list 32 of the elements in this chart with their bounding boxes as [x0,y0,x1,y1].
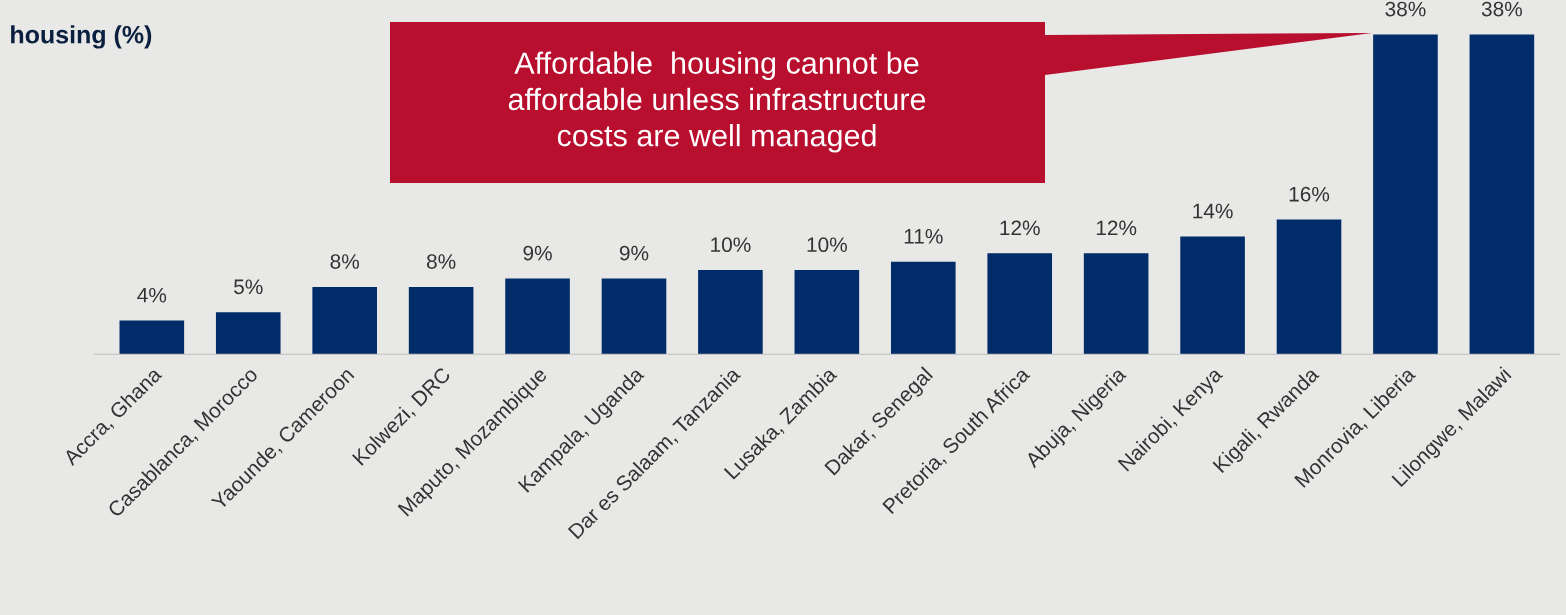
data-label: 14% [1193,203,1233,219]
bar [408,286,474,355]
data-label: 12% [1096,220,1137,236]
bar [215,312,281,355]
bar [505,278,570,355]
data-label: 9% [523,245,552,261]
data-label: 12% [1000,220,1040,236]
bar [1276,219,1342,355]
data-label: 10% [807,237,847,253]
bar [1083,253,1149,355]
annotation: Affordable housing cannot be affordable unless infrastructure costs are well managed [508,51,926,153]
data-label: 38% [1385,1,1426,17]
bar [890,261,956,355]
data-label: 16% [1289,186,1330,202]
data-label: 8% [330,254,359,269]
bar [987,253,1053,355]
bar [1373,34,1438,355]
bar [601,278,667,355]
bar [119,320,185,355]
data-label: 10% [711,237,751,253]
chart-title: housing (%) [11,25,152,49]
bar [1469,34,1535,355]
data-label: 4% [137,287,167,303]
data-label: 5% [234,279,263,295]
bar [1180,236,1245,355]
data-label: 8% [426,254,456,269]
bar [312,286,377,355]
data-label: 38% [1481,1,1522,17]
bar [698,270,763,355]
data-label: 9% [619,245,649,261]
data-label: 11% [904,229,943,244]
bar [794,270,860,355]
